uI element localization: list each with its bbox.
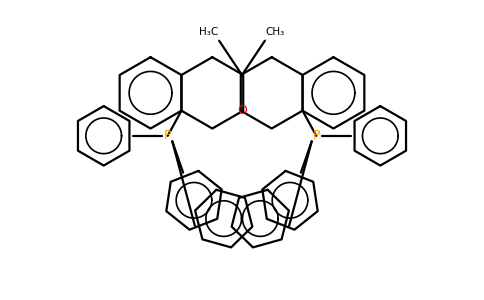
Text: O: O bbox=[237, 104, 247, 117]
Text: P: P bbox=[164, 129, 171, 142]
Text: H₃C: H₃C bbox=[199, 27, 218, 37]
Text: P: P bbox=[313, 129, 320, 142]
Text: CH₃: CH₃ bbox=[266, 27, 285, 37]
